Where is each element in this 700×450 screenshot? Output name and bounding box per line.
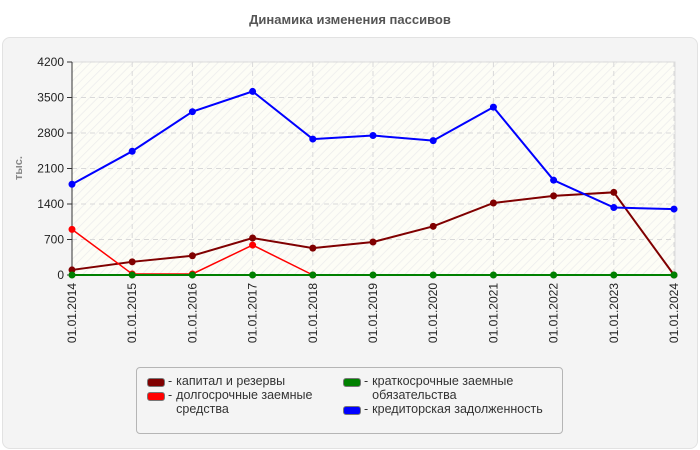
y-tick-label: 4200 (37, 55, 64, 69)
x-tick-label: 01.01.2018 (306, 283, 320, 343)
series-008000 (68, 271, 678, 279)
data-point (429, 222, 437, 230)
data-point (309, 135, 317, 143)
data-point (489, 271, 497, 279)
y-tick-label: 3500 (37, 91, 64, 105)
data-point (489, 103, 497, 111)
data-point (369, 271, 377, 279)
data-point (68, 180, 76, 188)
data-point (369, 132, 377, 140)
series-800000 (68, 188, 678, 279)
data-point (68, 266, 76, 274)
legend-item-shortterm: - краткосрочные заемные обязательства (343, 374, 543, 402)
data-point (128, 258, 136, 266)
x-tick-label: 01.01.2023 (607, 283, 621, 343)
data-point (188, 252, 196, 260)
legend-item-capital: - капитал и резервы (147, 374, 312, 388)
data-point (550, 271, 558, 279)
series-0000ff (68, 87, 678, 213)
x-tick-label: 01.01.2019 (366, 283, 380, 343)
legend-swatch-icon (343, 406, 361, 415)
data-point (610, 188, 618, 196)
x-tick-label: 01.01.2022 (547, 283, 561, 343)
legend-swatch-icon (147, 392, 165, 401)
data-point (249, 271, 257, 279)
legend-swatch-icon (343, 378, 361, 387)
data-point (249, 87, 257, 95)
data-point (249, 241, 257, 249)
legend-item-longterm: - долгосрочные заемные средства (147, 388, 312, 416)
x-tick-label: 01.01.2024 (667, 283, 681, 343)
axis-labels: 0 700 1400 2100 2800 3500 4200 01.01.2014 01.01.… (13, 55, 681, 343)
legend: - капитал и резервы - долгосрочные заемн… (136, 367, 563, 434)
data-point (670, 205, 678, 213)
series-lines (68, 87, 678, 279)
y-axis-label: тыс. (13, 156, 25, 180)
y-tick-label: 2800 (37, 126, 64, 140)
data-point (309, 244, 317, 252)
y-tick-label: 1400 (37, 197, 64, 211)
x-tick-label: 01.01.2016 (185, 283, 199, 343)
data-point (550, 176, 558, 184)
x-tick-label: 01.01.2015 (125, 283, 139, 343)
data-point (429, 137, 437, 145)
data-point (249, 234, 257, 242)
data-point (68, 225, 76, 233)
data-point (429, 271, 437, 279)
x-tick-label: 01.01.2017 (246, 283, 260, 343)
data-point (670, 271, 678, 279)
data-point (188, 108, 196, 116)
legend-item-payables: - кредиторская задолженность (343, 402, 543, 416)
data-point (489, 199, 497, 207)
x-tick-label: 01.01.2014 (65, 283, 79, 343)
y-tick-label: 2100 (37, 162, 64, 176)
data-point (68, 271, 76, 279)
data-point (309, 271, 317, 279)
x-tick-label: 01.01.2020 (426, 283, 440, 343)
data-point (610, 271, 618, 279)
data-point (128, 147, 136, 155)
data-point (610, 204, 618, 212)
data-point (188, 271, 196, 279)
data-point (369, 238, 377, 246)
y-tick-label: 0 (57, 268, 64, 282)
y-tick-label: 700 (44, 233, 64, 247)
data-point (550, 192, 558, 200)
data-point (128, 271, 136, 279)
x-tick-label: 01.01.2021 (486, 283, 500, 343)
legend-swatch-icon (147, 378, 165, 387)
chart-title: Динамика изменения пассивов (249, 12, 451, 27)
